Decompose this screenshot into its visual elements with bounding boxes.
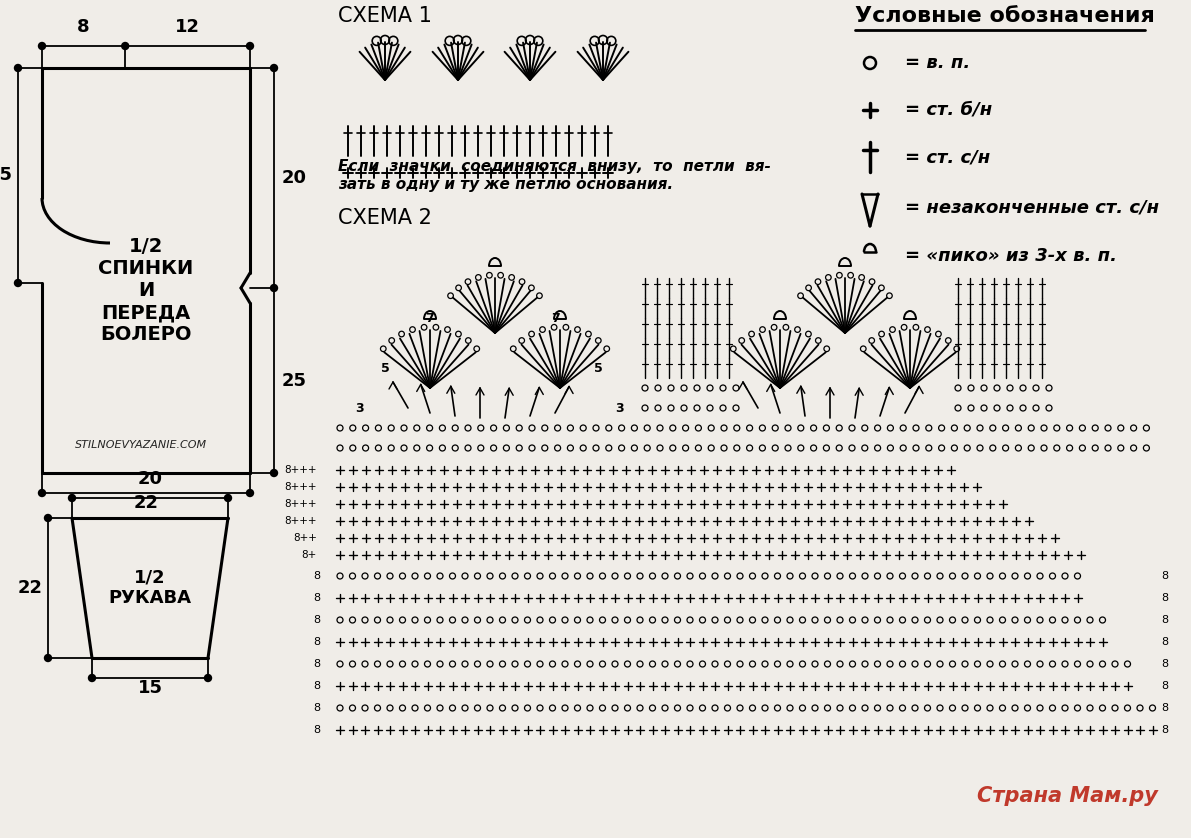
Text: 20: 20 (281, 169, 306, 187)
Circle shape (88, 675, 95, 681)
Text: 3: 3 (356, 401, 364, 415)
Text: 3: 3 (616, 401, 624, 415)
Text: 7: 7 (550, 312, 560, 324)
Text: = «пико» из 3-х в. п.: = «пико» из 3-х в. п. (905, 247, 1117, 265)
Text: 1/2
РУКАВА: 1/2 РУКАВА (108, 569, 192, 608)
Text: 8: 8 (77, 18, 89, 36)
Circle shape (270, 469, 278, 477)
Text: = незаконченные ст. с/н: = незаконченные ст. с/н (905, 199, 1159, 217)
Circle shape (69, 494, 75, 501)
Text: 8++: 8++ (293, 533, 317, 543)
Text: 12: 12 (175, 18, 200, 36)
Text: Страна Мам.ру: Страна Мам.ру (977, 786, 1158, 806)
Text: 8+++: 8+++ (285, 516, 317, 526)
Text: 8: 8 (1161, 703, 1168, 713)
Circle shape (44, 515, 51, 521)
Text: 8: 8 (1161, 637, 1168, 647)
Text: 8: 8 (313, 571, 320, 581)
Text: Условные обозначения: Условные обозначения (855, 6, 1155, 26)
Text: 8: 8 (1161, 659, 1168, 669)
Text: = в. п.: = в. п. (905, 54, 971, 72)
Text: 8+++: 8+++ (285, 482, 317, 492)
Text: 8: 8 (1161, 681, 1168, 691)
Circle shape (205, 675, 212, 681)
Circle shape (224, 494, 231, 501)
Text: 15: 15 (0, 167, 12, 184)
Text: 22: 22 (18, 579, 43, 597)
Text: СХЕМА 2: СХЕМА 2 (338, 208, 432, 228)
Text: 8: 8 (313, 615, 320, 625)
Circle shape (14, 65, 21, 71)
Text: 7: 7 (425, 312, 435, 324)
Text: 8+++: 8+++ (285, 499, 317, 509)
Text: 1/2
СПИНКИ
И
ПЕРЕДА
БОЛЕРО: 1/2 СПИНКИ И ПЕРЕДА БОЛЕРО (99, 237, 194, 344)
Circle shape (44, 654, 51, 661)
Text: 22: 22 (133, 494, 158, 512)
Circle shape (14, 280, 21, 287)
Text: 8: 8 (1161, 725, 1168, 735)
Circle shape (38, 43, 45, 49)
Text: 15: 15 (137, 679, 162, 697)
Circle shape (247, 489, 254, 496)
Text: STILNOEVYAZANIE.COM: STILNOEVYAZANIE.COM (75, 440, 207, 450)
Text: 8: 8 (313, 681, 320, 691)
Circle shape (270, 65, 278, 71)
Text: 8: 8 (1161, 571, 1168, 581)
Text: 8: 8 (313, 659, 320, 669)
Text: 8+++: 8+++ (285, 465, 317, 475)
Text: 8: 8 (313, 637, 320, 647)
Text: 8: 8 (313, 703, 320, 713)
Text: 25: 25 (281, 371, 306, 390)
Text: 5: 5 (593, 361, 603, 375)
Circle shape (247, 43, 254, 49)
Text: 8: 8 (313, 725, 320, 735)
Circle shape (121, 43, 129, 49)
Circle shape (270, 284, 278, 292)
Text: = ст. б/н: = ст. б/н (905, 101, 992, 119)
Text: = ст. с/н: = ст. с/н (905, 149, 990, 167)
Text: СХЕМА 1: СХЕМА 1 (338, 6, 432, 26)
Text: 20: 20 (137, 470, 162, 488)
Text: 5: 5 (381, 361, 389, 375)
Text: зать в одну и ту же петлю основания.: зать в одну и ту же петлю основания. (338, 178, 673, 193)
Text: 8: 8 (313, 593, 320, 603)
Text: Если  значки  соединяются  внизу,  то  петли  вя-: Если значки соединяются внизу, то петли … (338, 158, 771, 173)
Text: 8+: 8+ (301, 550, 317, 560)
Circle shape (38, 489, 45, 496)
Text: 8: 8 (1161, 615, 1168, 625)
Text: 8: 8 (1161, 593, 1168, 603)
